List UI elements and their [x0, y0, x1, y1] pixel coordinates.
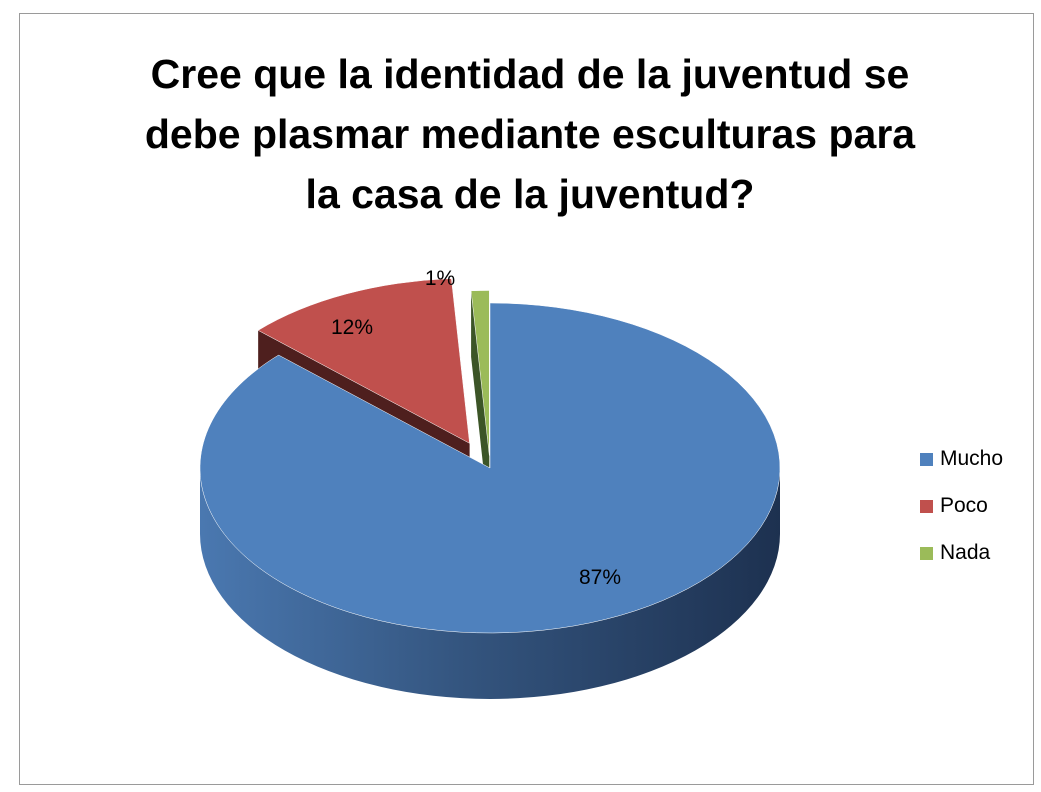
chart-title-line-3: la casa de la juventud? — [305, 171, 755, 217]
slice-mucho — [199, 302, 781, 634]
slice-nada — [470, 290, 490, 456]
pie-slices-group — [199, 278, 781, 634]
slice-poco — [257, 278, 470, 444]
legend-swatch-nada — [920, 546, 933, 560]
data-label-nada: 1% — [425, 267, 455, 290]
slice-depth-mucho — [200, 468, 780, 699]
legend-label-nada: Nada — [940, 541, 991, 564]
legend-swatch-poco — [920, 499, 933, 513]
legend-item-mucho: Mucho — [920, 447, 1003, 471]
data-label-poco: 12% — [331, 316, 373, 339]
legend-label-mucho: Mucho — [940, 447, 1004, 470]
data-label-mucho: 87% — [579, 566, 621, 589]
chart-title-line-2: debe plasmar mediante esculturas para — [144, 111, 916, 157]
legend-swatch-mucho — [920, 452, 933, 466]
slice-edge-nada-0 — [471, 290, 490, 522]
legend-item-poco: Poco — [920, 494, 1003, 518]
legend: Mucho Poco Nada — [920, 447, 1003, 588]
legend-item-nada: Nada — [920, 541, 1003, 565]
pie-data-labels-group: 87% 12% 1% — [331, 267, 621, 589]
chart-title-line-1: Cree que la identidad de la juventud se — [150, 51, 910, 97]
legend-label-poco: Poco — [940, 494, 988, 517]
chart-title: Cree que la identidad de la juventud se … — [60, 44, 1000, 224]
